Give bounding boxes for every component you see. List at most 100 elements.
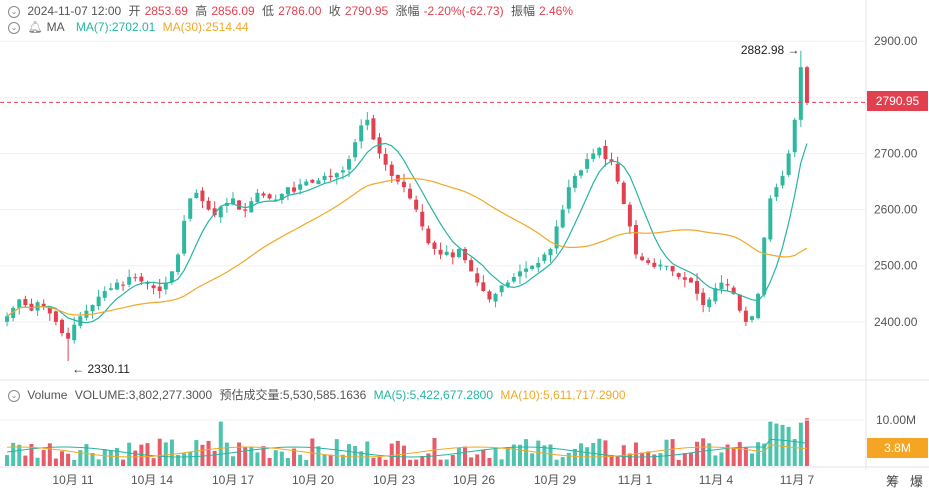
candle-body [493,293,498,302]
candle-body [652,262,657,267]
volume-bar [133,450,138,466]
collapse-icon[interactable]: ⌄ [8,389,20,402]
volume-bar [389,443,394,466]
candle-body [749,316,754,320]
volume-bar [310,438,315,466]
volume-bar [450,455,455,466]
volume-bar [17,444,22,466]
volume-bar [41,450,46,466]
candle-body [121,284,126,286]
volume-bar [701,438,706,466]
volume-bar [353,446,358,466]
volume-bar [536,440,541,466]
candle-body [114,282,119,290]
candle-body [688,278,693,283]
volume-bar [60,451,65,466]
volume-bar [640,452,645,466]
candle-body [17,299,22,308]
candle-body [304,181,309,186]
close-label: 收 [328,4,341,18]
candle-body [597,147,602,156]
time-tick-label: 11月 7 [780,473,815,487]
volume-bar [560,457,565,466]
candle-body [218,206,223,218]
candle-body [463,248,468,261]
candle-body [359,125,364,142]
volume-bar [615,456,620,466]
ma7-value: MA(7):2702.01 [75,20,156,34]
candle-body [554,226,559,249]
ma30-line [6,177,808,317]
volume-bar [322,454,327,466]
volume-bar [670,439,675,466]
candle-body [127,276,132,285]
bell-icon[interactable]: 🔔︎ [27,20,43,34]
high-label: 高 [195,4,208,18]
candle-body [432,242,437,249]
candle-body [530,265,535,269]
candle-body [640,256,645,261]
volume-bar [224,442,229,466]
candle-body [780,175,785,186]
candle-body [719,282,724,290]
volume-bar [292,448,297,466]
candle-body [176,254,181,272]
candle-body [200,190,205,202]
candle-body [414,199,419,210]
vol-ma10-value: MA(10):5,611,717.2900 [500,388,626,402]
candle-body [340,170,345,173]
candle-body [169,271,174,283]
candle-body [90,305,95,312]
open-label: 开 [128,4,141,18]
volume-bar [255,452,260,466]
candle-body [377,137,382,154]
volume-bar [29,443,34,466]
amplitude-value: 2.46% [538,4,573,18]
candle-body [456,248,461,258]
vol-ma10-line [7,444,807,458]
volume-bar [530,453,535,466]
candle-body [102,291,107,298]
candle-body [743,310,748,322]
volume-bar [542,445,547,466]
candle-body [658,264,663,267]
price-tick-label: 2500.00 [874,259,918,273]
volume-bar [762,443,767,466]
collapse-icon[interactable]: ⌄ [8,21,20,34]
volume-bar [804,418,809,466]
volume-bar [481,449,486,466]
chips-tool[interactable]: 筹 [885,474,899,489]
candle-body [566,187,571,209]
candle-body [792,119,797,153]
candle-body [60,319,65,334]
volume-bar [463,446,468,466]
volume-bar [579,443,584,466]
volume-bar [798,422,803,466]
vol-ma5-line [7,438,807,458]
candle-body [188,198,193,219]
low-value: 2786.00 [278,4,322,18]
candle-body [786,153,791,175]
candle-body [591,153,596,159]
volume-bar [84,444,89,466]
liquidation-tool[interactable]: 爆 [909,474,923,489]
volume-bar [151,458,156,466]
volume-bar [279,451,284,466]
high-value: 2856.09 [211,4,255,18]
header-datetime: 2024-11-07 12:00 [27,4,122,18]
price-tick-label: 2900.00 [874,34,918,48]
volume-bar [737,442,742,466]
candle-body [695,281,700,294]
volume-bar [408,459,413,466]
volume-bar [182,453,187,466]
collapse-icon[interactable]: ⌄ [8,5,20,18]
candle-body [151,285,156,289]
volume-bar [688,453,693,466]
candle-body [670,265,675,272]
volume-bar [627,453,632,466]
volume-bar [511,444,516,466]
candle-body [255,192,260,203]
volume-bar [273,450,278,466]
current-price-tag: 2790.95 [867,91,928,111]
